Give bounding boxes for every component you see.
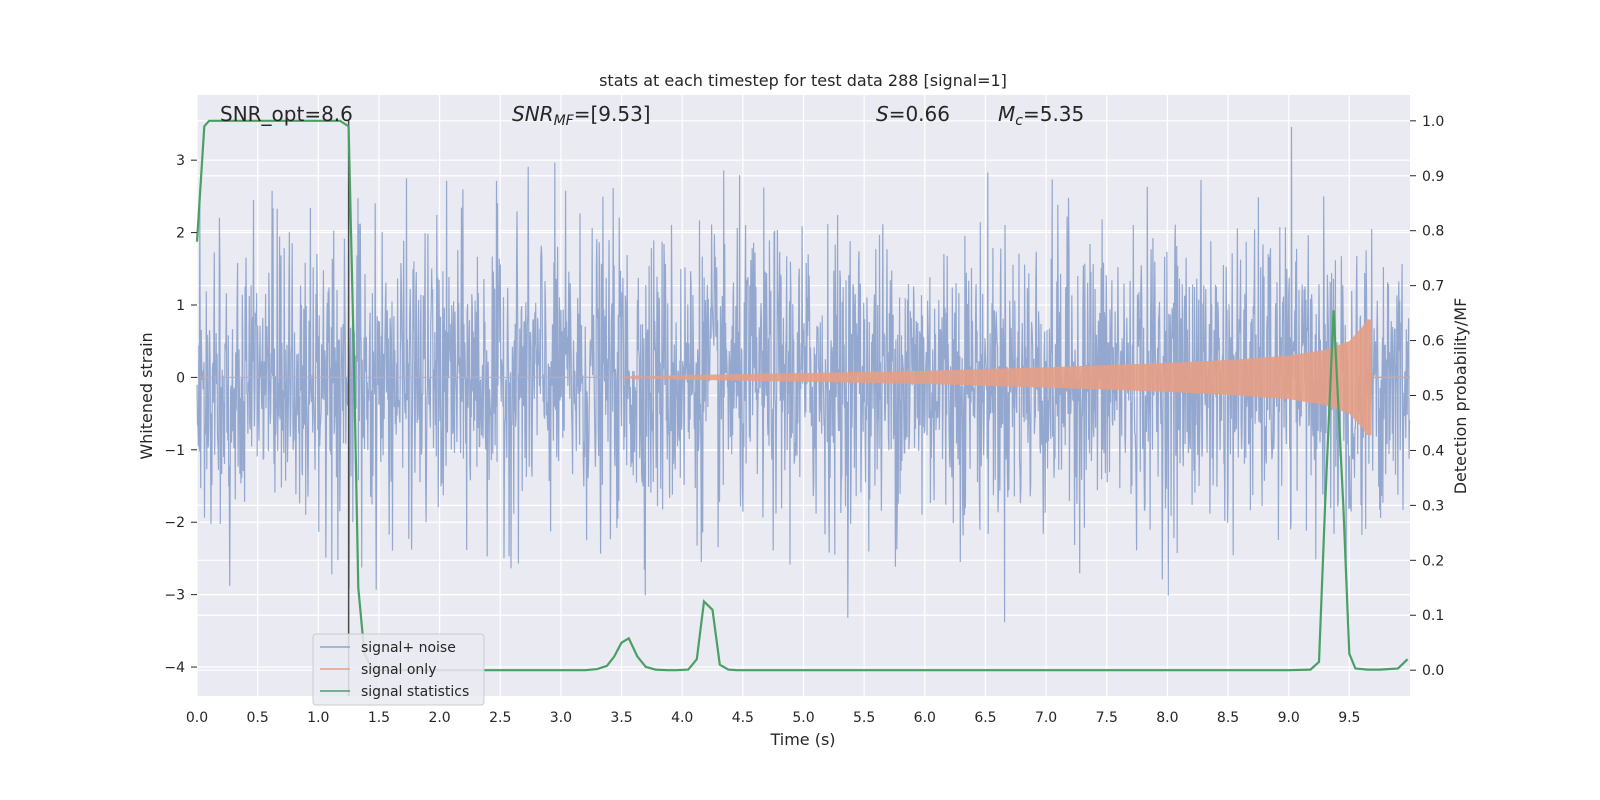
x-tick-label: 7.5 xyxy=(1096,710,1118,726)
x-tick-label: 0.5 xyxy=(247,710,269,726)
annotation-snr-mf-name: SNR xyxy=(512,102,554,126)
legend-box xyxy=(312,633,485,706)
x-tick-label: 1.5 xyxy=(368,710,390,726)
x-tick-label: 9.5 xyxy=(1338,710,1360,726)
y-tick-label-left: −2 xyxy=(164,515,185,531)
legend-label-signal-only: signal only xyxy=(361,662,436,678)
annotation-snr-mf: SNRMF=[9.53] xyxy=(512,102,651,129)
y-tick-label-left: 3 xyxy=(176,153,185,169)
y-axis-left-ticks: 3 2 1 0 −1 −2 −3 −4 xyxy=(164,153,197,676)
annotation-mc-sub: c xyxy=(1015,113,1023,129)
legend: signal+ noise signal only signal statist… xyxy=(312,633,485,706)
x-tick-label: 2.5 xyxy=(489,710,511,726)
y-tick-label-right: 0.2 xyxy=(1422,553,1444,569)
x-tick-label: 2.0 xyxy=(428,710,450,726)
annotation-snr-opt: SNR_opt=8.6 xyxy=(220,102,353,126)
series-signal-noise xyxy=(196,126,1411,623)
y-tick-label-right: 0.3 xyxy=(1422,498,1444,514)
y-tick-label-right: 0.1 xyxy=(1422,608,1444,624)
x-tick-label: 8.0 xyxy=(1156,710,1178,726)
x-tick-label: 6.0 xyxy=(914,710,936,726)
x-tick-label: 0.0 xyxy=(186,710,208,726)
x-tick-label: 4.0 xyxy=(671,710,693,726)
y-tick-label-right: 0.6 xyxy=(1422,334,1444,350)
x-axis-ticks: 0.0 0.5 1.0 1.5 2.0 2.5 3.0 3.5 4.0 4.5 5.0 5.5 6.0 6… xyxy=(186,710,1361,726)
y-tick-label-right: 0.0 xyxy=(1422,663,1444,679)
annotation-s: S=0.66 xyxy=(876,102,950,126)
x-tick-label: 6.5 xyxy=(974,710,996,726)
x-tick-label: 8.5 xyxy=(1217,710,1239,726)
annotation-snr-mf-value: =[9.53] xyxy=(574,102,651,126)
y-axis-right-ticks: 1.0 0.9 0.8 0.7 0.6 0.5 0.4 0.3 0.2 0.1 0.0 xyxy=(1410,114,1444,679)
y-axis-right-label: Detection probability/MF xyxy=(1451,298,1470,495)
annotation-mc-name: M xyxy=(998,102,1015,126)
y-tick-label-left: 1 xyxy=(176,298,185,314)
legend-label-signal-noise: signal+ noise xyxy=(361,640,456,656)
legend-label-signal-statistics: signal statistics xyxy=(361,684,469,700)
y-tick-label-left: −3 xyxy=(164,588,185,604)
annotation-mc: Mc=5.35 xyxy=(998,102,1084,129)
x-tick-label: 1.0 xyxy=(307,710,329,726)
signal-statistics-line xyxy=(195,119,1409,672)
y-tick-label-right: 0.4 xyxy=(1422,443,1444,459)
x-axis-label: Time (s) xyxy=(769,730,835,749)
x-tick-label: 9.0 xyxy=(1278,710,1300,726)
x-tick-label: 4.5 xyxy=(732,710,754,726)
y-tick-label-left: −4 xyxy=(164,660,185,676)
series-signal-only xyxy=(197,319,1410,436)
y-tick-label-right: 1.0 xyxy=(1422,114,1444,130)
y-tick-label-right: 0.7 xyxy=(1422,279,1444,295)
y-tick-label-right: 0.5 xyxy=(1422,389,1444,405)
annotation-s-value: =0.66 xyxy=(889,102,950,126)
y-tick-label-left: 2 xyxy=(176,226,185,242)
y-tick-label-left: −1 xyxy=(164,443,185,459)
signal-noise-line xyxy=(196,126,1411,623)
y-tick-label-right: 0.9 xyxy=(1422,169,1444,185)
y-tick-label-right: 0.8 xyxy=(1422,224,1444,240)
y-axis-left-label: Whitened strain xyxy=(137,332,156,459)
annotation-snr-mf-sub: MF xyxy=(554,113,575,129)
x-tick-label: 5.0 xyxy=(792,710,814,726)
x-tick-label: 3.0 xyxy=(550,710,572,726)
annotation-s-name: S xyxy=(876,102,889,126)
x-tick-label: 3.5 xyxy=(610,710,632,726)
plot-area xyxy=(195,95,1411,696)
signal-only-line xyxy=(197,319,1372,436)
y-tick-label-left: 0 xyxy=(176,370,185,386)
annotation-mc-value: =5.35 xyxy=(1023,102,1084,126)
x-tick-label: 5.5 xyxy=(853,710,875,726)
x-tick-label: 7.0 xyxy=(1035,710,1057,726)
series-signal-statistics xyxy=(195,119,1409,672)
chart-title: stats at each timestep for test data 288… xyxy=(599,71,1007,90)
